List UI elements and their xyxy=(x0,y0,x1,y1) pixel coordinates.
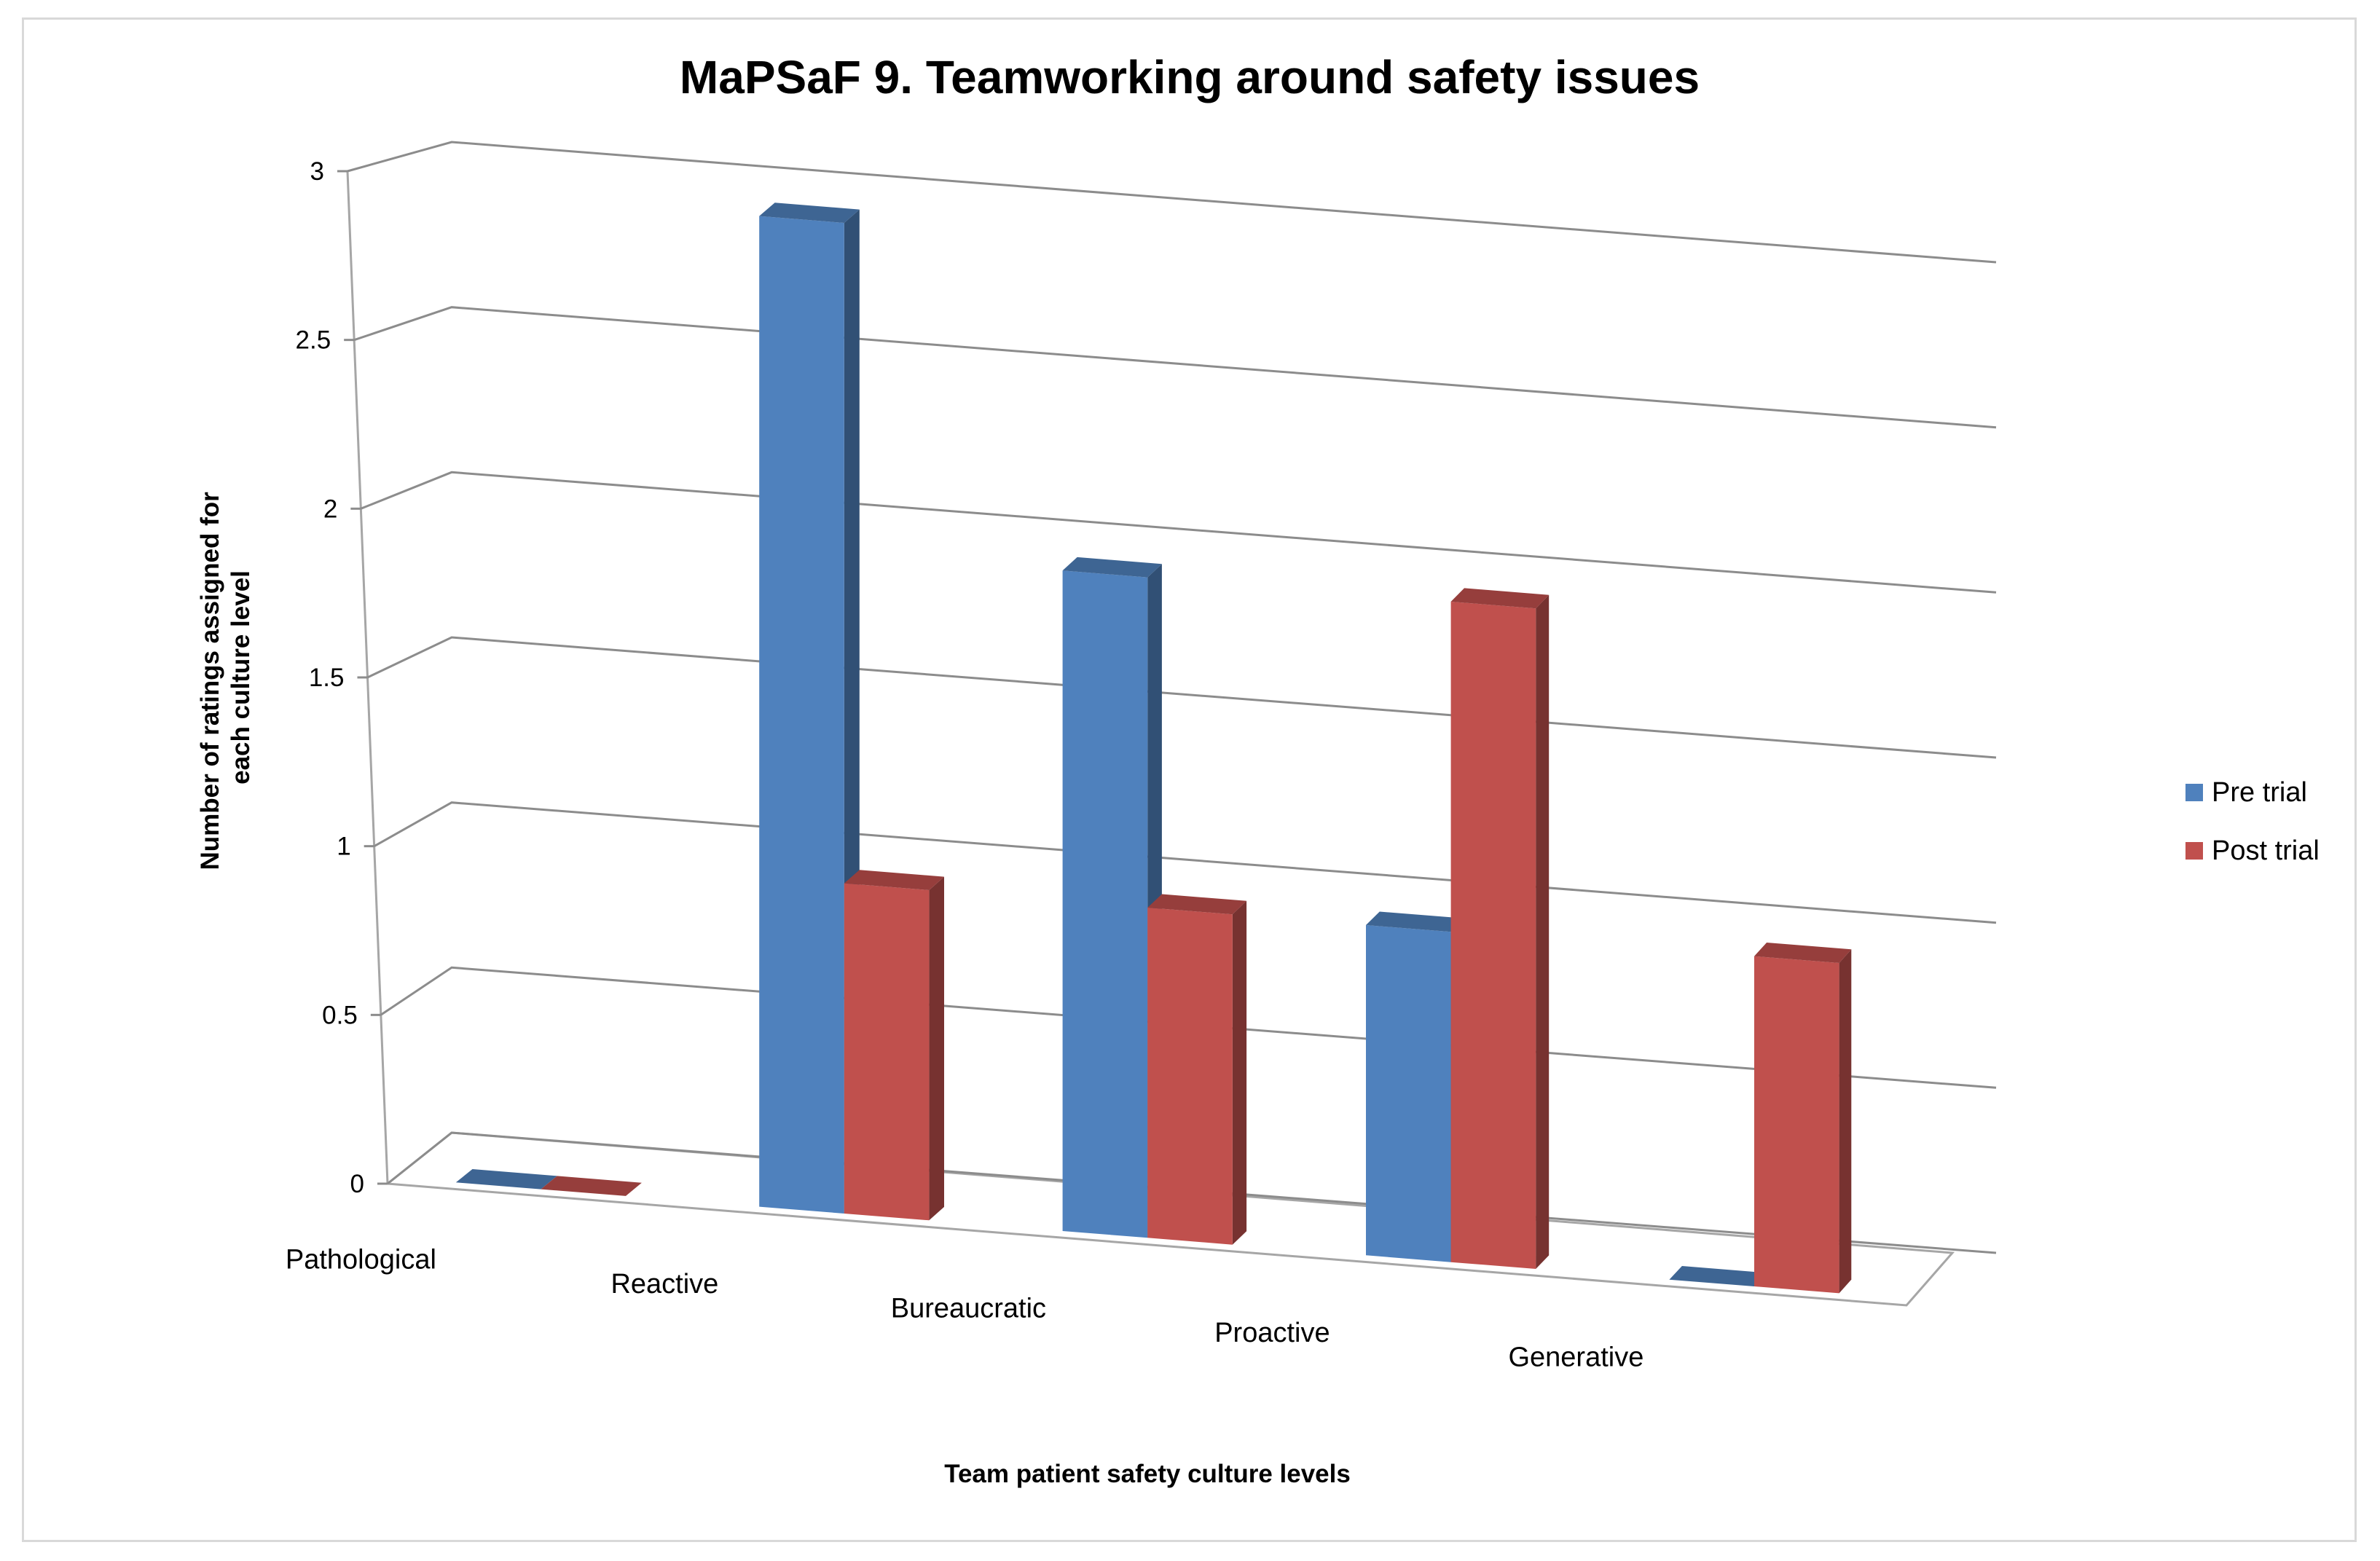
legend-label: Pre trial xyxy=(2212,777,2307,808)
bar-pre-trial-proactive xyxy=(1366,911,1464,1262)
bar-top xyxy=(1147,894,1247,915)
bar-top xyxy=(455,1169,557,1190)
category-label: Pathological xyxy=(286,1245,436,1275)
y-axis-ticks: 0 0.5 1 1.5 2 2.5 3 xyxy=(296,157,388,1198)
bar-top xyxy=(1450,588,1550,609)
bar-front xyxy=(1450,602,1536,1269)
category-label: Generative xyxy=(1508,1342,1643,1372)
y-tick-label: 0 xyxy=(350,1170,364,1198)
bar-pre-trial-pathological xyxy=(455,1169,557,1190)
bar-post-trial-pathological xyxy=(541,1176,642,1196)
bar-front xyxy=(1754,956,1839,1294)
bar-top xyxy=(1754,943,1852,963)
x-axis-title: Team patient safety culture levels xyxy=(944,1460,1351,1488)
category-label: Reactive xyxy=(610,1269,718,1299)
y-tick-label: 1.5 xyxy=(309,664,345,692)
legend: Pre trial Post trial xyxy=(2185,777,2320,866)
bar-front xyxy=(1147,908,1233,1245)
category-label: Bureaucratic xyxy=(891,1293,1046,1324)
y-tick-label: 3 xyxy=(310,157,324,186)
bar-side xyxy=(929,876,944,1221)
legend-swatch xyxy=(2185,784,2203,801)
y-tick-label: 1 xyxy=(337,833,350,861)
chart-title: MaPSaF 9. Teamworking around safety issu… xyxy=(680,51,1700,103)
bar-front xyxy=(759,216,844,1214)
y-axis-title-line-1: Number of ratings assigned for xyxy=(196,492,224,870)
category-label: Proactive xyxy=(1214,1318,1330,1348)
gridline xyxy=(353,306,1997,429)
bar-front xyxy=(844,883,930,1221)
bar-post-trial-bureaucratic xyxy=(1147,894,1247,1245)
bars xyxy=(455,203,1852,1294)
bar-top xyxy=(759,203,860,223)
bar-top xyxy=(1669,1266,1767,1286)
bar-post-trial-proactive xyxy=(1450,588,1550,1269)
bar-top xyxy=(1366,911,1464,932)
bar-side xyxy=(1536,594,1550,1269)
y-tick-label: 2 xyxy=(323,495,337,523)
bar-top xyxy=(844,870,944,890)
bar-top xyxy=(1062,557,1162,578)
bar-post-trial-generative xyxy=(1754,943,1852,1294)
y-axis-title: Number of ratings assigned for each cult… xyxy=(196,485,255,870)
bar-top xyxy=(541,1176,642,1196)
bar-front xyxy=(1366,925,1451,1262)
bar-front xyxy=(1062,570,1148,1238)
y-tick-label: 0.5 xyxy=(322,1001,358,1029)
bar-side xyxy=(1232,900,1247,1245)
bar-post-trial-reactive xyxy=(844,870,944,1221)
x-axis-categories: Pathological Reactive Bureaucratic Proactiv… xyxy=(286,1245,1643,1373)
bar-pre-trial-bureaucratic xyxy=(1062,557,1162,1238)
bar-pre-trial-generative xyxy=(1669,1266,1767,1286)
gridline xyxy=(366,636,1997,759)
legend-label: Post trial xyxy=(2212,835,2320,866)
gridline xyxy=(360,471,1997,594)
y-axis-title-line-2: each culture level xyxy=(227,570,255,785)
y-tick-label: 2.5 xyxy=(296,326,331,355)
gridline xyxy=(347,141,1997,264)
legend-swatch xyxy=(2185,842,2203,860)
bar-side xyxy=(1839,949,1852,1294)
chart-frame xyxy=(22,17,2357,1542)
